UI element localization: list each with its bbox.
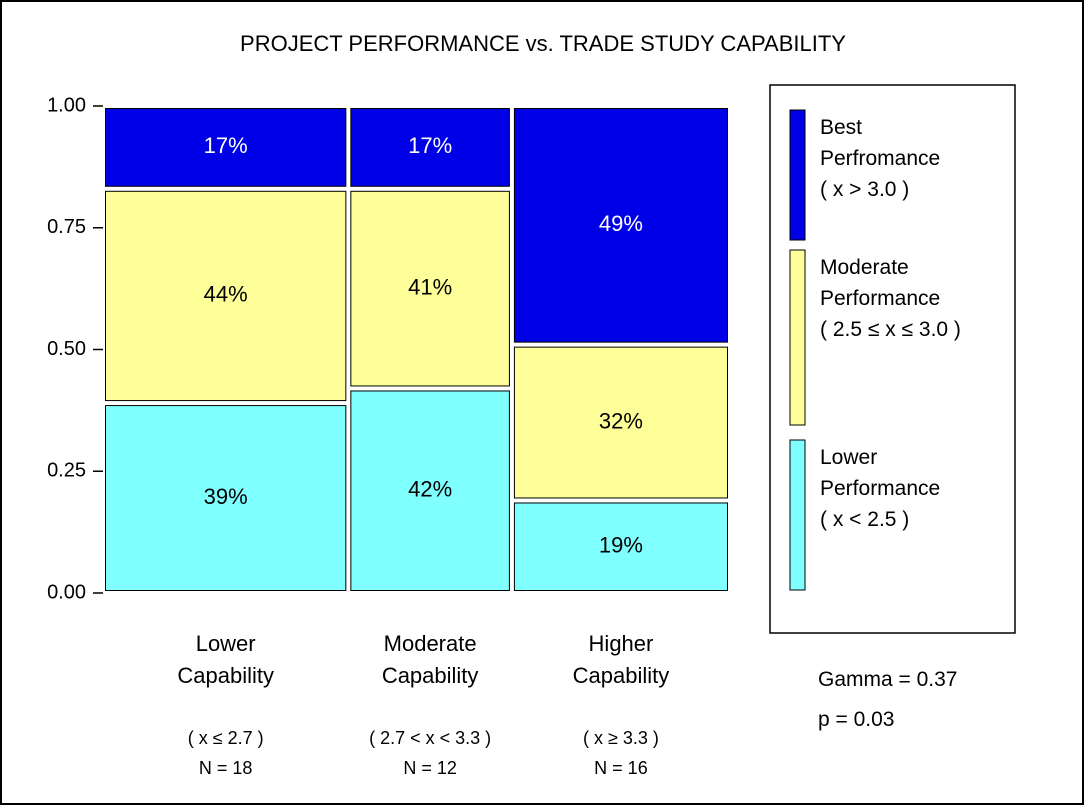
category-range: ( x ≥ 3.3 ) [583, 728, 659, 748]
data-label: 17% [204, 133, 248, 158]
category-range: ( x ≤ 2.7 ) [187, 728, 264, 748]
bar-segment [513, 502, 728, 591]
legend-label: Moderate Performance ( 2.5 ≤ x ≤ 3.0 ) [820, 256, 961, 341]
data-label: 42% [408, 477, 452, 502]
y-tick-label: 0.00 [47, 581, 86, 603]
annotation: p = 0.03 [818, 708, 895, 731]
bar-segment [513, 108, 728, 343]
bar-segment [105, 405, 347, 591]
category-n: N = 18 [198, 758, 253, 778]
legend-swatch [789, 439, 806, 591]
legend-label: Best Perfromance ( x > 3.0 ) [820, 116, 941, 201]
bar-segment [350, 108, 510, 187]
data-label: 17% [408, 133, 452, 158]
y-tick-label: 0.50 [47, 338, 86, 360]
legend-label: Lower Performance ( x < 2.5 ) [820, 446, 941, 531]
y-tick-label: 0.25 [47, 460, 86, 482]
data-label: 19% [599, 533, 643, 558]
category-range: ( 2.7 < x < 3.3 ) [369, 728, 492, 748]
x-tick-label: Lower Capability [177, 631, 274, 688]
data-label: 49% [599, 211, 643, 236]
data-label: 44% [204, 282, 248, 307]
bar-segment [350, 190, 510, 387]
bar-segment [350, 390, 510, 591]
y-tick-label: 1.00 [47, 94, 86, 116]
y-tick-label: 0.75 [47, 216, 86, 238]
annotation: Gamma = 0.37 [818, 668, 958, 691]
bar-segment [105, 190, 347, 402]
legend-box [769, 84, 1016, 634]
legend-swatch [789, 109, 806, 241]
chart-title: PROJECT PERFORMANCE vs. TRADE STUDY CAPA… [240, 31, 846, 56]
bar-segment [105, 108, 347, 187]
x-tick-label: Higher Capability [572, 631, 670, 688]
x-tick-label: Moderate Capability [381, 631, 479, 688]
bar-segment [513, 346, 728, 499]
data-label: 41% [408, 274, 452, 299]
legend-swatch [789, 249, 806, 426]
category-n: N = 12 [403, 758, 457, 778]
data-label: 39% [204, 484, 248, 509]
data-label: 32% [599, 408, 643, 433]
category-n: N = 16 [594, 758, 648, 778]
